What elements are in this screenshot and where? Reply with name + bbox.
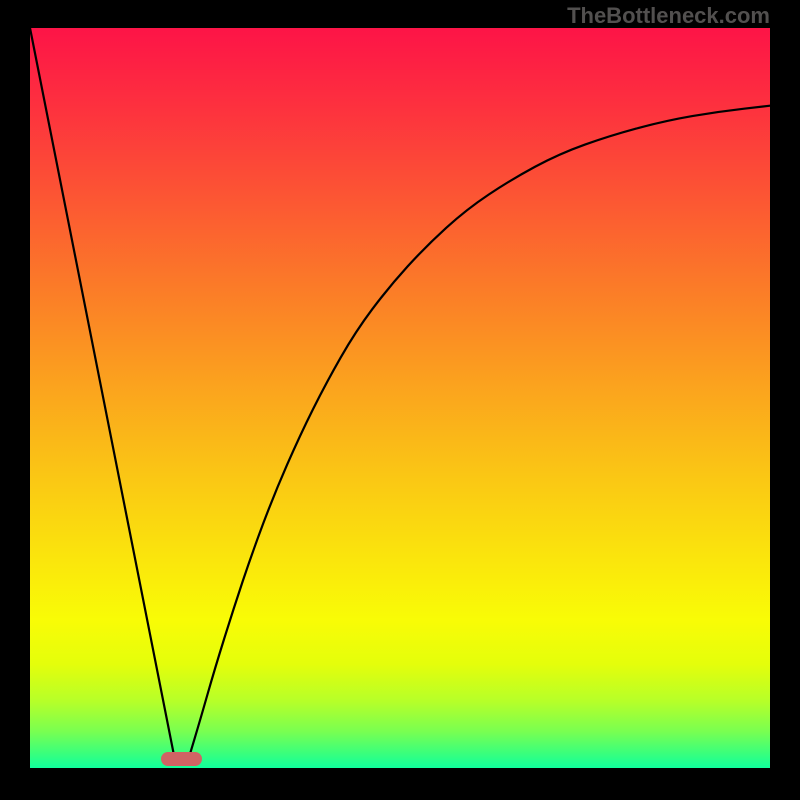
watermark-text: TheBottleneck.com [567,3,770,29]
chart-container: TheBottleneck.com [0,0,800,800]
plot-border [0,0,800,798]
